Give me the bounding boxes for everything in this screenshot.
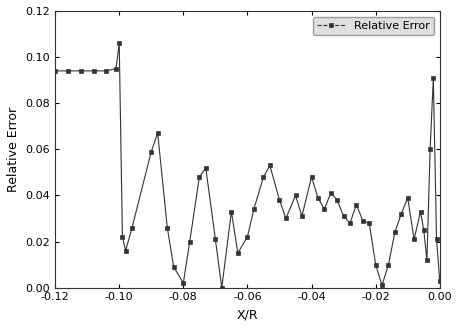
Y-axis label: Relative Error: Relative Error [7,107,20,192]
Relative Error [245,235,250,239]
Relative Error [52,69,58,73]
Legend: Relative Error: Relative Error [313,16,434,35]
Relative Error [117,41,122,45]
Relative Error [437,279,442,283]
Relative Error [149,150,154,154]
Relative Error [328,191,334,195]
Line: Relative Error: Relative Error [53,41,442,290]
Relative Error [335,198,340,202]
Relative Error [360,219,365,223]
X-axis label: X/R: X/R [237,308,258,321]
Relative Error [315,196,321,200]
Relative Error [219,286,224,290]
